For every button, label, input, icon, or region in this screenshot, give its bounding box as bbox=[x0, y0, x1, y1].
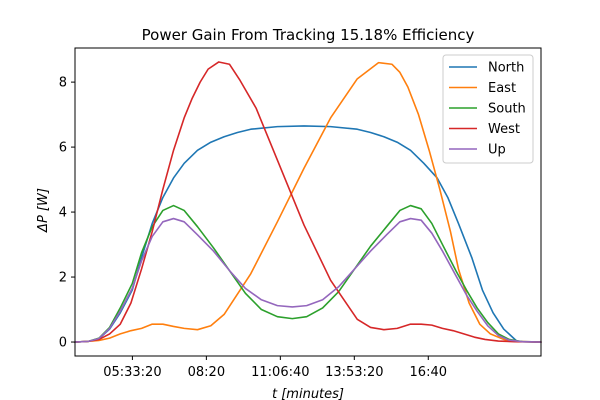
y-tick-label: 6 bbox=[59, 141, 67, 156]
series-line-west bbox=[74, 61, 542, 343]
axes-frame bbox=[74, 47, 542, 357]
legend-label-south: South bbox=[488, 102, 526, 117]
series-line-up bbox=[74, 217, 542, 343]
y-tick-label: 8 bbox=[59, 76, 67, 91]
x-tick-label: 13:53:20 bbox=[325, 365, 383, 380]
legend-label-north: North bbox=[488, 61, 524, 76]
legend-label-up: Up bbox=[488, 143, 506, 158]
legend-label-east: East bbox=[488, 81, 516, 96]
x-tick-label: 08:20 bbox=[188, 365, 225, 380]
legend: North East South West Up bbox=[442, 54, 534, 164]
x-tick-label: 11:06:40 bbox=[251, 365, 309, 380]
legend-frame bbox=[442, 54, 534, 164]
y-axis: 0 2 4 6 8 bbox=[59, 76, 75, 351]
x-tick-label: 05:33:20 bbox=[103, 365, 161, 380]
legend-label-west: West bbox=[488, 122, 520, 137]
y-tick-label: 4 bbox=[59, 206, 67, 221]
y-tick-label: 2 bbox=[59, 271, 67, 286]
x-axis-label: t [minutes] bbox=[272, 387, 344, 400]
y-axis-label: ΔP [W] bbox=[36, 188, 51, 233]
plot-area bbox=[74, 47, 542, 357]
x-tick-label: 16:40 bbox=[410, 365, 447, 380]
series-line-south bbox=[74, 204, 542, 343]
chart-title: Power Gain From Tracking 15.18% Efficien… bbox=[142, 26, 475, 44]
y-tick-label: 0 bbox=[59, 336, 67, 351]
x-axis: 05:33:20 08:20 11:06:40 13:53:20 16:40 bbox=[103, 356, 447, 380]
